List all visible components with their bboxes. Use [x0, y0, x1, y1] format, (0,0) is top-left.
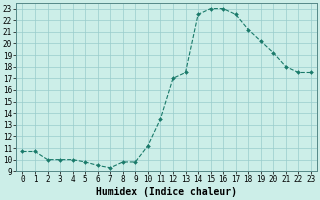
- X-axis label: Humidex (Indice chaleur): Humidex (Indice chaleur): [96, 187, 237, 197]
